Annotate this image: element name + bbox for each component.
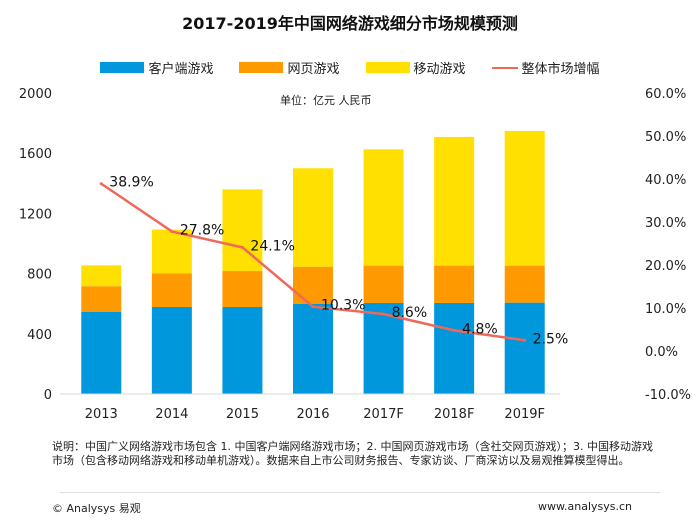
x-tick: 2015 <box>226 407 259 422</box>
legend-line <box>491 66 518 69</box>
data-label: 27.8% <box>180 222 224 238</box>
y-right-tick: 50.0% <box>645 130 686 145</box>
x-tick: 2013 <box>85 407 118 422</box>
y-left-tick: 1200 <box>19 207 52 222</box>
bar-segment <box>504 265 545 303</box>
growth-point <box>382 312 386 316</box>
footnote: 说明：中国广义网络游戏市场包含 1. 中国客户端网络游戏市场；2. 中国网页游戏… <box>52 440 653 467</box>
footer-url: www.analysys.cn <box>538 500 632 513</box>
y-right-tick: 20.0% <box>645 259 686 274</box>
x-tick: 2014 <box>155 407 188 422</box>
y-left-tick: 2000 <box>19 87 52 102</box>
y-right-tick: 40.0% <box>645 173 686 188</box>
bar-segment <box>434 136 475 266</box>
legend: 客户端游戏 网页游戏 移动游戏 整体市场增幅 <box>0 58 700 77</box>
bar-segment <box>293 168 333 267</box>
data-label: 8.6% <box>392 305 428 321</box>
chart-title: 2017-2019年中国网络游戏细分市场规模预测 <box>182 14 518 33</box>
y-right-tick: 10.0% <box>645 302 686 317</box>
data-label: 2.5% <box>533 331 569 347</box>
bar-segment <box>504 130 545 266</box>
x-tick: 2017F <box>363 407 404 422</box>
y-right-tick: 60.0% <box>645 87 686 102</box>
bar-segment <box>81 311 122 394</box>
legend-item-growth: 整体市场增幅 <box>491 58 600 77</box>
data-label: 4.8% <box>462 321 498 337</box>
bar-segment <box>434 265 475 303</box>
y-left-tick: 400 <box>27 328 52 343</box>
bar-segment <box>151 273 192 308</box>
growth-point <box>452 328 456 332</box>
legend-item-web: 网页游戏 <box>239 58 340 77</box>
growth-point <box>240 245 244 249</box>
bar-segment <box>504 302 545 394</box>
legend-label: 网页游戏 <box>287 62 340 77</box>
legend-swatch <box>365 62 410 73</box>
y-right-tick: 30.0% <box>645 216 686 231</box>
legend-label: 移动游戏 <box>413 62 466 77</box>
growth-point <box>170 229 174 233</box>
bar-segment <box>81 265 122 287</box>
data-label: 38.9% <box>109 175 153 191</box>
bar-segment <box>293 266 333 304</box>
divider <box>60 492 660 493</box>
growth-point <box>99 182 103 186</box>
bar-segment <box>434 302 475 394</box>
bar-segment <box>363 265 404 303</box>
y-left-tick: 800 <box>27 268 52 283</box>
data-label: 24.1% <box>250 238 294 254</box>
growth-point <box>311 305 315 309</box>
y-right-tick: -10.0% <box>645 388 691 403</box>
footer-copyright: © Analysys 易观 <box>52 502 141 515</box>
bar-segment <box>222 271 263 308</box>
growth-point <box>523 338 527 342</box>
unit-label: 单位：亿元 人民币 <box>280 94 372 107</box>
legend-swatch <box>239 62 284 73</box>
y-left-tick: 0 <box>44 388 52 403</box>
x-tick: 2019F <box>504 407 545 422</box>
x-tick: 2018F <box>434 407 475 422</box>
bar-segment <box>81 286 122 312</box>
y-left-tick: 1600 <box>19 147 52 162</box>
x-tick: 2016 <box>296 407 329 422</box>
bar-segment <box>151 307 192 394</box>
bar-segment <box>363 149 404 266</box>
legend-label: 客户端游戏 <box>148 62 214 77</box>
legend-item-mobile: 移动游戏 <box>365 58 466 77</box>
legend-swatch <box>100 62 145 73</box>
data-label: 10.3% <box>321 298 365 314</box>
bar-segment <box>151 229 192 274</box>
legend-item-client: 客户端游戏 <box>100 58 213 77</box>
bar-segment <box>222 307 263 394</box>
bar-segment <box>293 303 333 394</box>
y-right-tick: 0.0% <box>645 345 678 360</box>
legend-label: 整体市场增幅 <box>521 62 600 77</box>
